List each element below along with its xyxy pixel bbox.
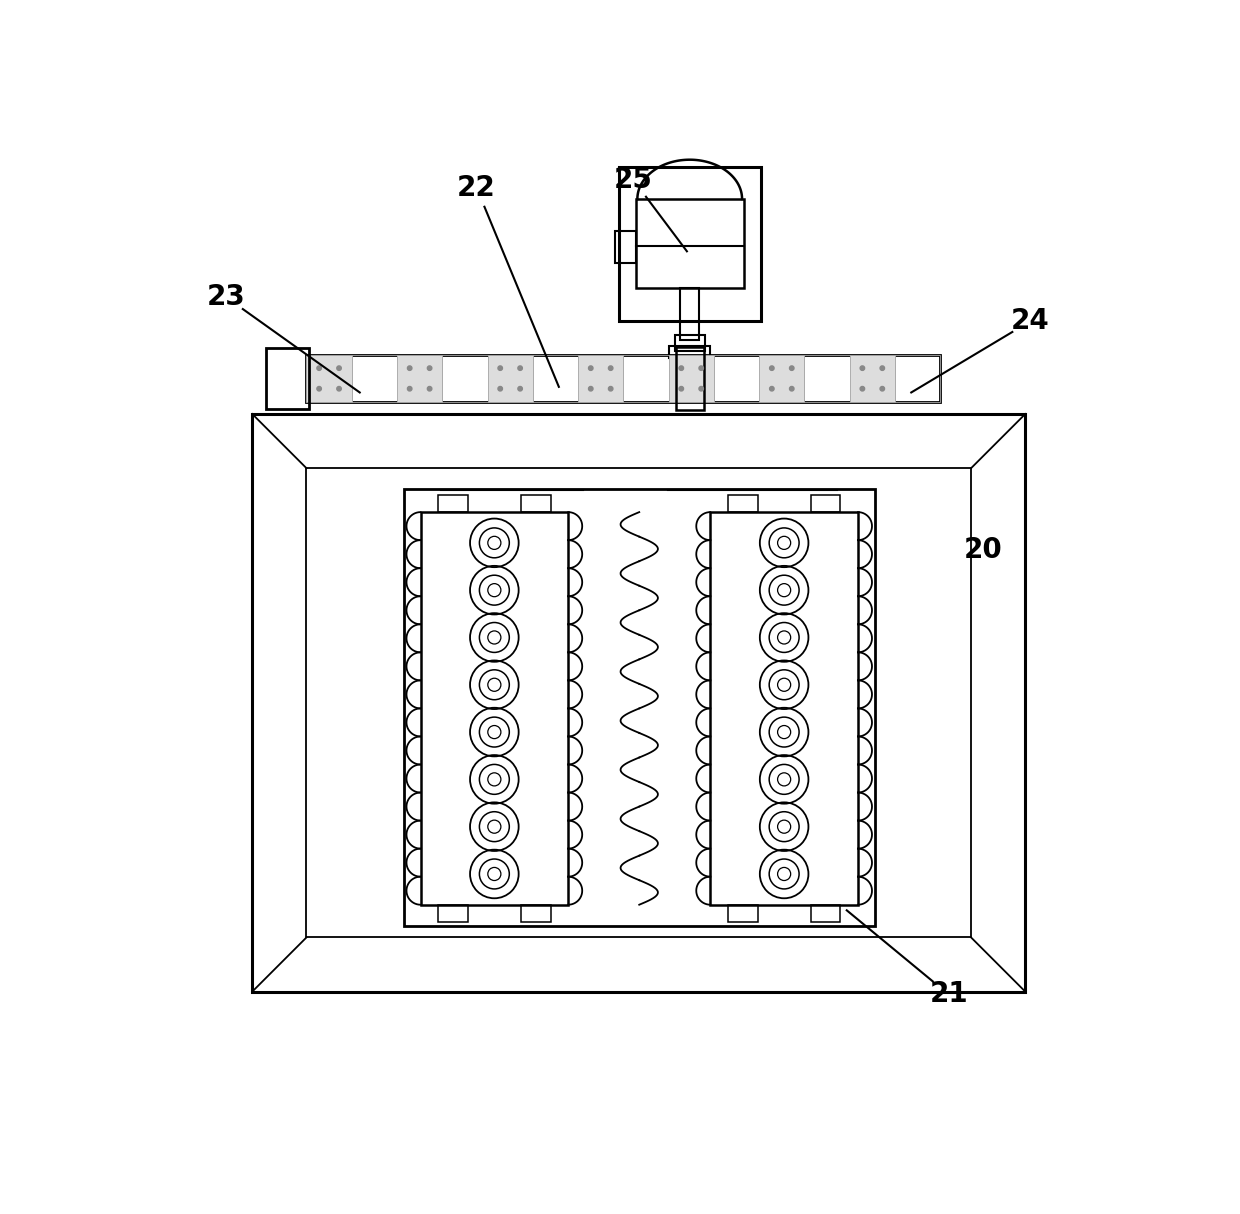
Circle shape <box>609 386 613 391</box>
Bar <box>895 354 940 402</box>
Bar <box>849 354 895 402</box>
Bar <box>438 495 467 512</box>
Circle shape <box>609 365 613 370</box>
Bar <box>267 347 309 409</box>
Bar <box>578 354 624 402</box>
Circle shape <box>518 386 522 391</box>
Bar <box>624 354 668 402</box>
Bar <box>728 495 758 512</box>
Bar <box>352 354 397 402</box>
Bar <box>811 495 841 512</box>
Bar <box>443 354 487 402</box>
Circle shape <box>861 365 864 370</box>
Circle shape <box>589 386 593 391</box>
Bar <box>811 904 841 921</box>
Bar <box>759 354 805 402</box>
Circle shape <box>408 365 412 370</box>
Circle shape <box>680 365 683 370</box>
Circle shape <box>790 365 794 370</box>
Text: 23: 23 <box>207 283 246 311</box>
Circle shape <box>880 365 884 370</box>
Bar <box>521 904 551 921</box>
Bar <box>714 354 759 402</box>
Circle shape <box>861 386 864 391</box>
Bar <box>670 346 711 358</box>
Bar <box>487 354 533 402</box>
Bar <box>252 414 1025 992</box>
Circle shape <box>317 365 321 370</box>
Bar <box>404 489 874 926</box>
Circle shape <box>770 386 774 391</box>
Bar <box>420 512 568 904</box>
Bar <box>521 495 551 512</box>
Circle shape <box>428 386 432 391</box>
Text: 24: 24 <box>1011 307 1049 335</box>
Bar <box>306 354 940 402</box>
Circle shape <box>408 386 412 391</box>
Bar <box>711 512 858 904</box>
Circle shape <box>699 365 703 370</box>
Bar <box>306 469 971 937</box>
Circle shape <box>317 386 321 391</box>
Bar <box>668 354 714 402</box>
Bar <box>805 354 849 402</box>
Bar <box>306 354 352 402</box>
Bar <box>681 288 699 340</box>
Bar <box>438 904 467 921</box>
Text: 25: 25 <box>614 166 653 194</box>
Bar <box>615 231 635 262</box>
Text: 22: 22 <box>458 174 496 202</box>
Circle shape <box>770 365 774 370</box>
Circle shape <box>680 386 683 391</box>
Circle shape <box>498 365 502 370</box>
Circle shape <box>498 386 502 391</box>
Circle shape <box>518 365 522 370</box>
Bar <box>728 904 758 921</box>
Circle shape <box>589 365 593 370</box>
Bar <box>533 354 578 402</box>
Circle shape <box>337 365 341 370</box>
Text: 21: 21 <box>929 981 968 1009</box>
Circle shape <box>880 386 884 391</box>
Bar <box>397 354 443 402</box>
Circle shape <box>699 386 703 391</box>
Circle shape <box>790 386 794 391</box>
Circle shape <box>428 365 432 370</box>
Bar <box>635 199 744 288</box>
Circle shape <box>337 386 341 391</box>
Bar <box>675 335 704 351</box>
Text: 20: 20 <box>963 535 1003 563</box>
Bar <box>619 168 761 322</box>
Bar <box>676 347 704 410</box>
